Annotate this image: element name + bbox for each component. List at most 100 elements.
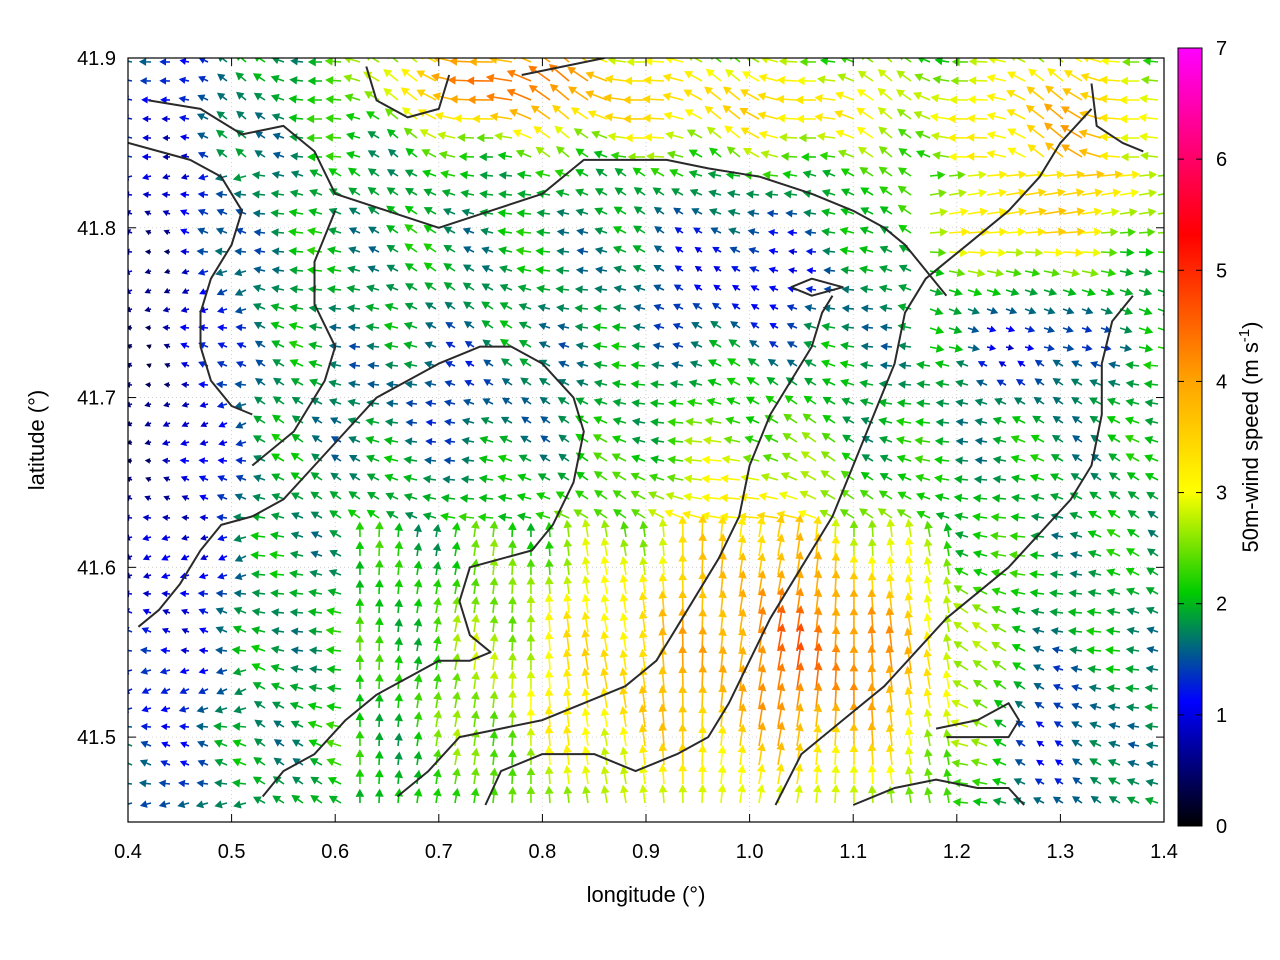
wind-arrow-head (440, 170, 449, 179)
wind-arrow-head (236, 58, 241, 62)
wind-arrow-head (1030, 532, 1039, 541)
wind-arrow-head (199, 439, 207, 446)
wind-arrow-head (1125, 703, 1134, 712)
wind-arrow-head (270, 663, 280, 673)
wind-arrow-head (253, 247, 262, 256)
wind-arrow-head (986, 149, 996, 159)
wind-arrow-head (403, 341, 413, 350)
wind-arrow-head (432, 561, 442, 570)
wind-arrow-shaft (619, 383, 627, 386)
wind-arrow-shaft (513, 73, 532, 82)
wind-arrow-head (1013, 397, 1023, 405)
wind-arrow-head (898, 264, 908, 273)
wind-arrow-shaft (980, 553, 988, 557)
wind-arrow-shaft (566, 637, 570, 652)
wind-arrow-head (1107, 758, 1117, 767)
wind-arrow-shaft (278, 59, 285, 63)
wind-arrow-head (672, 322, 681, 330)
wind-arrow-head (649, 399, 659, 408)
wind-arrow-head (214, 800, 223, 809)
wind-arrow-shaft (506, 287, 513, 291)
wind-arrow-shaft (863, 74, 874, 82)
x-tick-label: 1.4 (1150, 841, 1178, 863)
wind-arrow-head (394, 578, 404, 588)
wind-arrow-shaft (815, 732, 819, 747)
wind-arrow-shaft (435, 795, 439, 804)
wind-arrow-head (820, 340, 830, 350)
wind-arrow-head (756, 516, 766, 525)
wind-arrow-shaft (488, 362, 494, 367)
wind-arrow-head (1035, 248, 1044, 257)
wind-arrow-head (526, 652, 536, 661)
wind-arrow-head (737, 646, 747, 655)
wind-arrow-head (1027, 144, 1037, 153)
wind-arrow-shaft (938, 135, 950, 139)
wind-arrow-head (1015, 379, 1024, 386)
wind-arrow-shaft (921, 133, 931, 139)
wind-arrow-head (849, 644, 859, 653)
wind-arrow-head (951, 699, 961, 708)
wind-arrow-head (934, 360, 944, 369)
wind-arrow-shaft (1058, 667, 1064, 671)
wind-arrow-head (405, 147, 415, 157)
wind-arrow-shaft (829, 400, 836, 405)
wind-arrow-head (253, 415, 263, 424)
wind-arrow-shaft (258, 647, 266, 652)
wind-arrow-shaft (468, 420, 475, 424)
wind-arrow-head (658, 763, 668, 773)
wind-arrow-head (181, 628, 189, 635)
wind-arrow-head (433, 691, 442, 701)
wind-arrow-head (537, 303, 546, 312)
wind-arrow-head (386, 128, 396, 138)
wind-arrow-shaft (468, 286, 475, 291)
wind-arrow-shaft (333, 630, 342, 633)
wind-arrow-shaft (598, 133, 608, 139)
wind-arrow-head (849, 626, 859, 635)
wind-arrow-head (308, 739, 318, 748)
wind-arrow-shaft (1068, 91, 1083, 101)
wind-arrow-head (1138, 113, 1147, 123)
wind-arrow-head (161, 627, 169, 635)
wind-arrow-shaft (923, 495, 931, 500)
wind-arrow-shaft (1018, 610, 1026, 614)
wind-arrow-shaft (1133, 494, 1140, 500)
wind-arrow-shaft (296, 705, 304, 709)
wind-arrow-head (594, 246, 604, 255)
wind-arrow-shaft (642, 637, 646, 652)
wind-arrow-shaft (333, 117, 342, 120)
wind-arrow-shaft (807, 435, 817, 443)
wind-arrow-shaft (259, 704, 266, 709)
wind-arrow-head (1098, 94, 1108, 104)
wind-arrow-shaft (241, 308, 247, 311)
wind-arrow-head (647, 491, 658, 500)
wind-arrow-head (144, 401, 151, 408)
wind-arrow-head (1143, 307, 1153, 316)
wind-arrow-head (404, 224, 414, 233)
wind-arrow-head (758, 73, 768, 83)
wind-arrow-shaft (431, 383, 437, 386)
wind-arrow-head (760, 472, 770, 482)
wind-arrow-head (726, 189, 736, 199)
wind-arrow-head (991, 660, 1001, 669)
wind-arrow-shaft (639, 210, 646, 215)
wind-arrow-head (348, 491, 358, 500)
wind-arrow-shaft (709, 459, 722, 462)
wind-arrow-head (905, 786, 914, 795)
wind-arrow-head (144, 306, 151, 313)
wind-arrow-shaft (333, 98, 342, 101)
wind-arrow-head (403, 360, 413, 370)
wind-arrow-head (326, 758, 336, 767)
wind-arrow-shaft (675, 459, 684, 462)
wind-arrow-head (1105, 645, 1114, 655)
wind-arrow-shaft (886, 457, 893, 462)
wind-arrow-shaft (638, 383, 646, 386)
wind-arrow-shaft (186, 422, 190, 425)
wind-arrow-head (432, 673, 442, 683)
wind-arrow-head (638, 629, 648, 639)
wind-arrow-head (326, 246, 336, 255)
wind-arrow-shaft (708, 515, 722, 519)
wind-arrow-shaft (698, 287, 703, 291)
wind-arrow-head (1089, 702, 1098, 711)
wind-arrow-head (778, 133, 788, 142)
wind-arrow-head (750, 322, 758, 329)
